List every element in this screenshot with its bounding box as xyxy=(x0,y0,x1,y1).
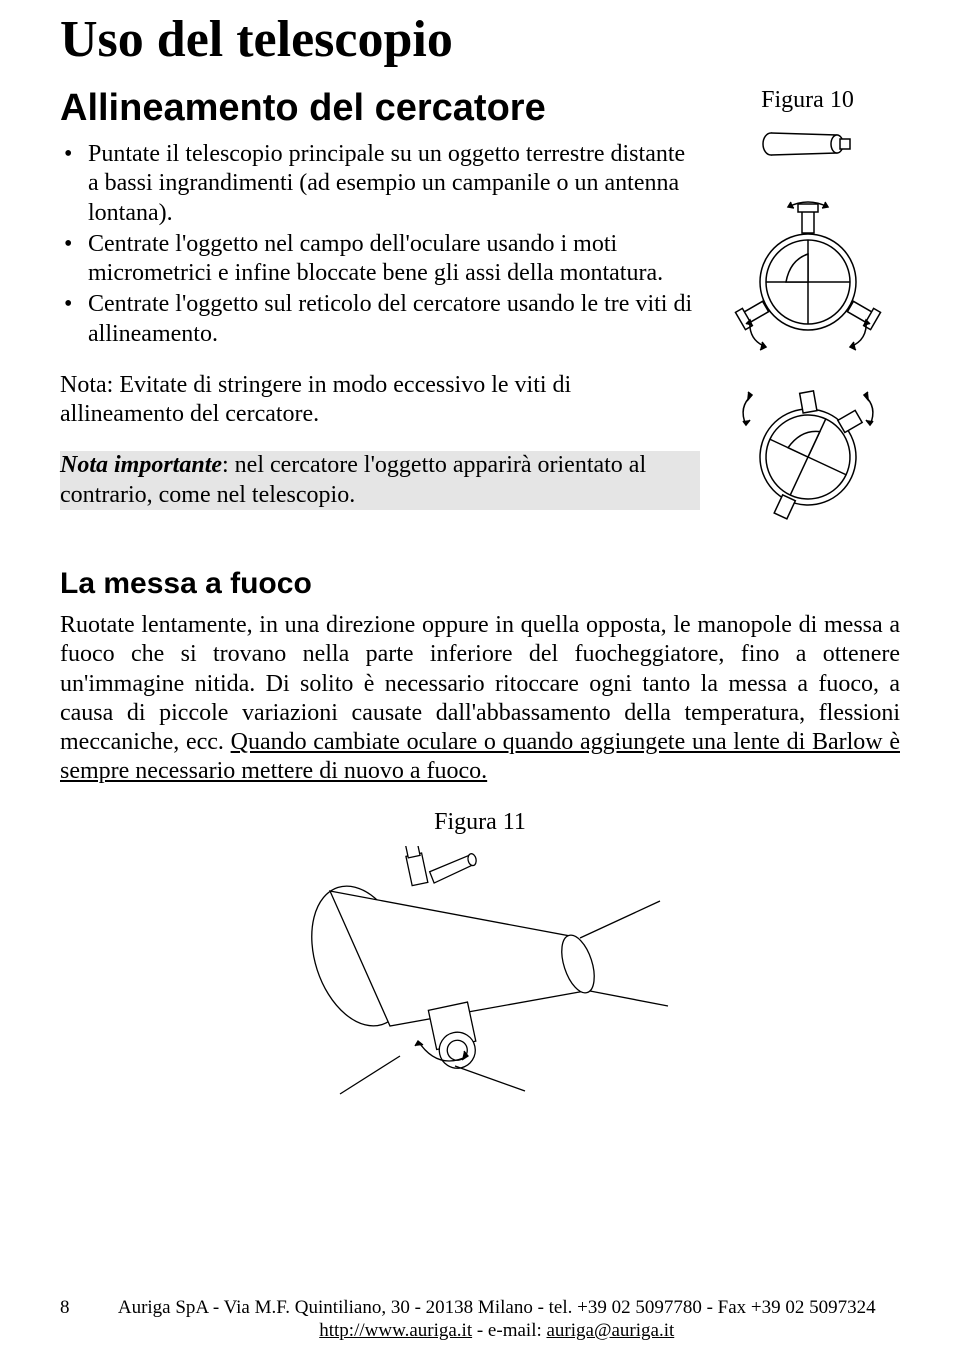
section-alignment: Allineamento del cercatore Puntate il te… xyxy=(60,87,900,537)
figure-10-caption: Figura 10 xyxy=(761,87,854,114)
bullet-item: Centrate l'oggetto sul reticolo del cerc… xyxy=(60,290,700,349)
footer-line1: Auriga SpA - Via M.F. Quintiliano, 30 - … xyxy=(118,1297,876,1318)
note-important-label: Nota importante xyxy=(60,452,222,478)
figure-10-eyepiece-icon xyxy=(758,122,858,167)
footer-link-web[interactable]: http://www.auriga.it xyxy=(319,1320,472,1341)
alignment-note-important: Nota importante: nel cercatore l'oggetto… xyxy=(60,451,700,510)
figure-11-caption: Figura 11 xyxy=(60,809,900,836)
focus-heading: La messa a fuoco xyxy=(60,567,900,601)
alignment-heading: Allineamento del cercatore xyxy=(60,87,700,130)
figure-11-wrap xyxy=(60,846,900,1096)
figure-10-column: Figura 10 xyxy=(715,87,900,537)
footer-link-email[interactable]: auriga@auriga.it xyxy=(547,1320,675,1341)
page-number: 8 xyxy=(60,1296,70,1344)
figure-10-finder-top-icon xyxy=(728,192,888,352)
focus-paragraph: Ruotate lentamente, in una direzione opp… xyxy=(60,611,900,787)
footer-middle: - e-mail: xyxy=(472,1320,546,1341)
bullet-item: Puntate il telescopio principale su un o… xyxy=(60,140,700,228)
section-alignment-text: Allineamento del cercatore Puntate il te… xyxy=(60,87,700,537)
bullet-item: Centrate l'oggetto nel campo dell'ocular… xyxy=(60,230,700,289)
figure-10-finder-tilted-icon xyxy=(728,377,888,537)
alignment-bullets: Puntate il telescopio principale su un o… xyxy=(60,140,700,349)
figure-11-telescope-icon xyxy=(290,846,670,1096)
footer-address: Auriga SpA - Via M.F. Quintiliano, 30 - … xyxy=(94,1296,901,1344)
page-footer: 8 Auriga SpA - Via M.F. Quintiliano, 30 … xyxy=(60,1296,900,1344)
page-title: Uso del telescopio xyxy=(60,10,900,69)
alignment-note: Nota: Evitate di stringere in modo ecces… xyxy=(60,371,700,430)
